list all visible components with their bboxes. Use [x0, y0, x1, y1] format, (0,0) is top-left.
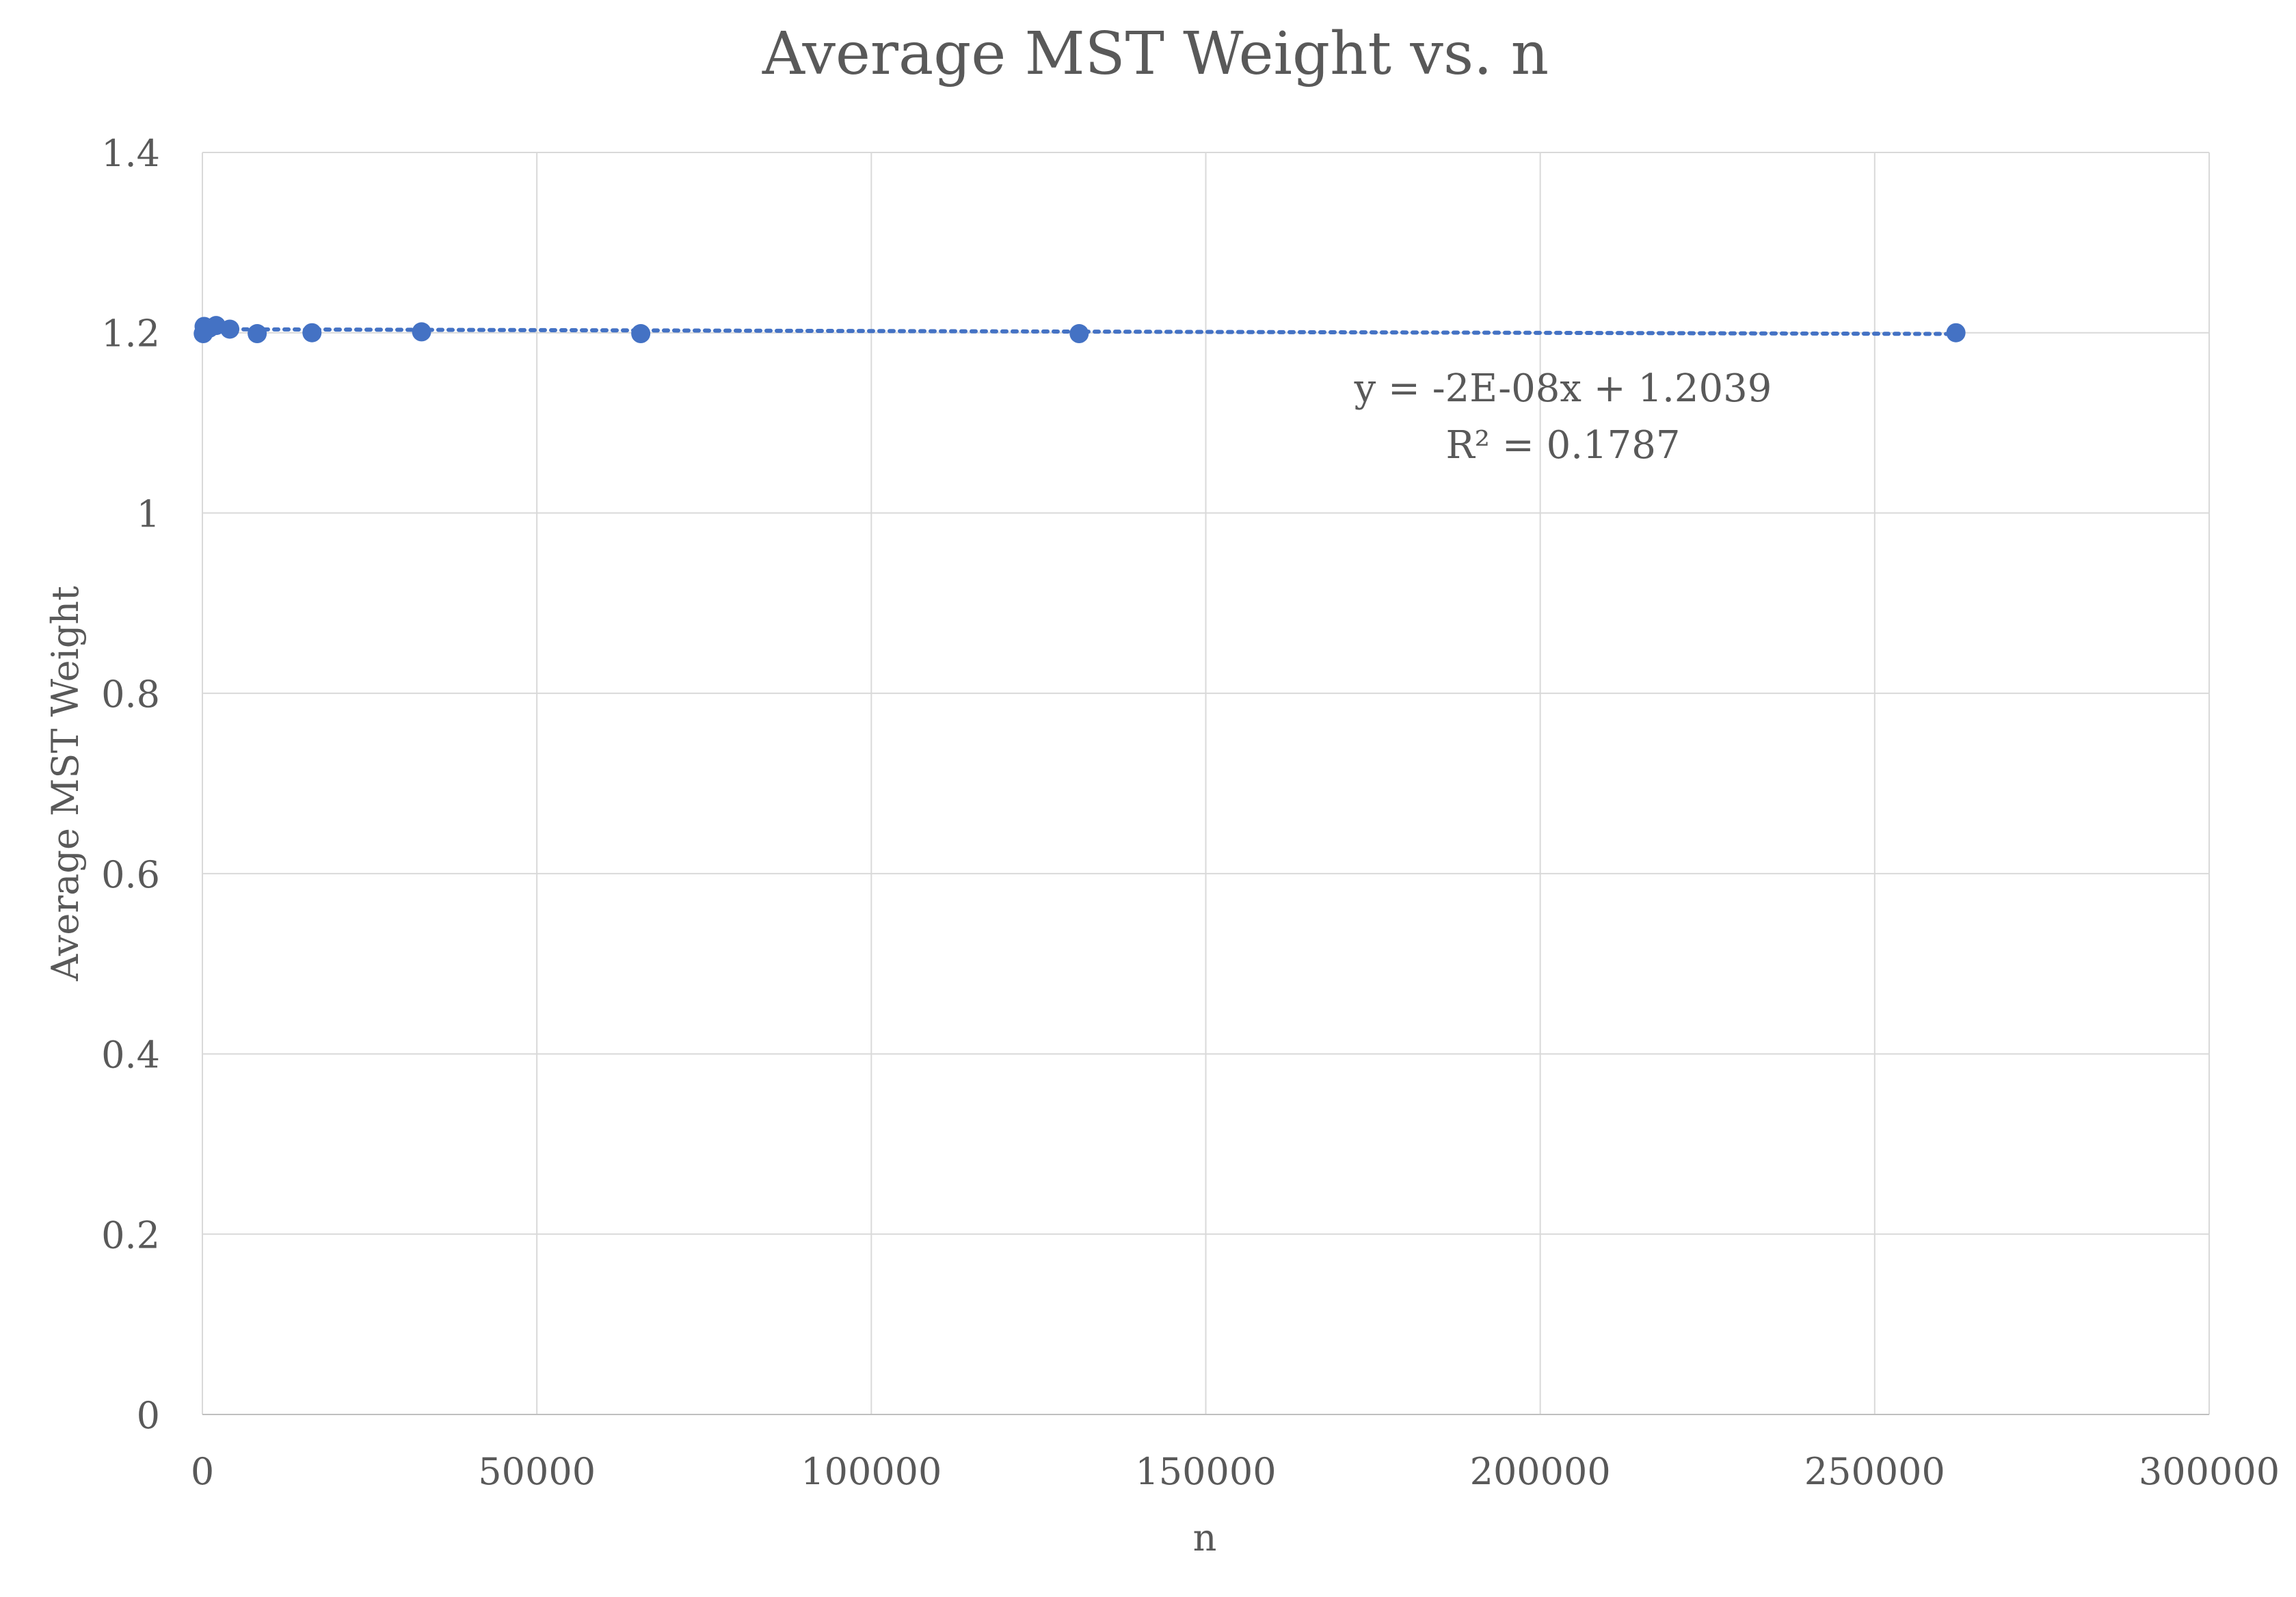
y-tick-label: 1.4 [101, 132, 160, 175]
data-point [220, 319, 240, 339]
chart-title: Average MST Weight vs. n [762, 20, 1549, 88]
data-points [193, 316, 1966, 344]
x-axis-label: n [1193, 1516, 1217, 1559]
x-tick-label: 250000 [1804, 1450, 1945, 1493]
x-tick-label: 0 [191, 1450, 214, 1493]
y-axis-label: Average MST Weight [44, 586, 87, 982]
x-tick-label: 200000 [1470, 1450, 1611, 1493]
data-point [248, 324, 267, 344]
x-tick-label: 150000 [1135, 1450, 1276, 1493]
labels: Average MST Weight vs. n n Average MST W… [44, 20, 1772, 1559]
x-tick-label: 300000 [2139, 1450, 2280, 1493]
data-point [412, 322, 431, 342]
data-point [302, 323, 322, 343]
y-tick-label: 0.4 [101, 1034, 160, 1077]
x-tick-label: 50000 [478, 1450, 596, 1493]
y-tick-label: 0.6 [101, 853, 160, 896]
x-tick-label: 100000 [801, 1450, 942, 1493]
trendline-equation-label: y = -2E-08x + 1.2039 [1354, 366, 1772, 411]
data-point [631, 324, 651, 344]
y-tick-label: 0.2 [101, 1213, 160, 1257]
y-tick-label: 0.8 [101, 673, 160, 716]
axes: 0 0.2 0.4 0.6 0.8 1 1.2 1.4 0 50000 100000 150000 20… [101, 132, 2280, 1493]
data-point [1946, 323, 1966, 343]
data-point [1069, 324, 1089, 344]
y-tick-label: 1.2 [101, 312, 160, 355]
y-tick-label: 1 [137, 492, 160, 535]
y-tick-label: 0 [137, 1394, 160, 1437]
trendline-r2-label: R² = 0.1787 [1445, 423, 1680, 468]
